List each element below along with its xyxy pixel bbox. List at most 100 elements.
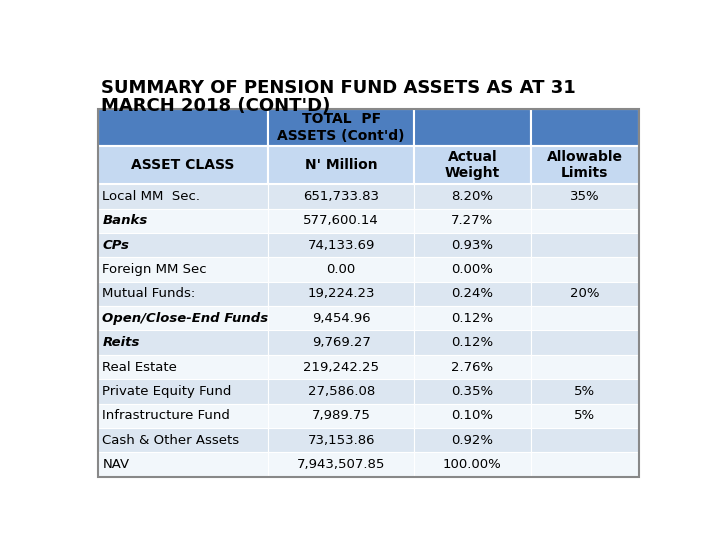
Bar bbox=[98, 403, 268, 428]
Text: Allowable
Limits: Allowable Limits bbox=[546, 150, 623, 180]
Bar bbox=[98, 453, 268, 477]
Text: ASSET CLASS: ASSET CLASS bbox=[131, 158, 235, 172]
Bar bbox=[531, 146, 639, 184]
Text: NAV: NAV bbox=[102, 458, 130, 471]
Bar bbox=[414, 330, 531, 355]
Text: 651,733.83: 651,733.83 bbox=[303, 190, 379, 203]
Bar bbox=[414, 146, 531, 184]
Bar bbox=[98, 110, 268, 146]
Text: CPs: CPs bbox=[102, 239, 130, 252]
Text: Private Equity Fund: Private Equity Fund bbox=[102, 385, 232, 398]
Text: 0.35%: 0.35% bbox=[451, 385, 493, 398]
Text: 0.00%: 0.00% bbox=[451, 263, 493, 276]
Text: 5%: 5% bbox=[574, 385, 595, 398]
Text: SUMMARY OF PENSION FUND ASSETS AS AT 31: SUMMARY OF PENSION FUND ASSETS AS AT 31 bbox=[101, 79, 575, 97]
Bar bbox=[268, 110, 414, 146]
Bar bbox=[414, 208, 531, 233]
Bar bbox=[531, 208, 639, 233]
Text: 7,943,507.85: 7,943,507.85 bbox=[297, 458, 385, 471]
Text: 27,586.08: 27,586.08 bbox=[307, 385, 375, 398]
Bar bbox=[414, 233, 531, 257]
Bar bbox=[268, 453, 414, 477]
Text: 7,989.75: 7,989.75 bbox=[312, 409, 371, 422]
Bar bbox=[98, 428, 268, 453]
Bar bbox=[268, 233, 414, 257]
Bar bbox=[268, 257, 414, 282]
Text: N' Million: N' Million bbox=[305, 158, 377, 172]
Bar bbox=[531, 330, 639, 355]
Text: 0.24%: 0.24% bbox=[451, 287, 493, 300]
Bar bbox=[98, 379, 268, 403]
Bar bbox=[414, 184, 531, 208]
Text: 74,133.69: 74,133.69 bbox=[307, 239, 375, 252]
Text: Reits: Reits bbox=[102, 336, 140, 349]
Text: Foreign MM Sec: Foreign MM Sec bbox=[102, 263, 207, 276]
Text: Banks: Banks bbox=[102, 214, 148, 227]
Text: 7.27%: 7.27% bbox=[451, 214, 493, 227]
Bar bbox=[98, 330, 268, 355]
Bar bbox=[98, 306, 268, 330]
Text: Open/Close-End Funds: Open/Close-End Funds bbox=[102, 312, 269, 325]
Bar bbox=[98, 146, 268, 184]
Bar bbox=[414, 110, 531, 146]
Text: 0.93%: 0.93% bbox=[451, 239, 493, 252]
Text: Mutual Funds:: Mutual Funds: bbox=[102, 287, 196, 300]
Bar bbox=[98, 110, 639, 477]
Bar bbox=[414, 306, 531, 330]
Bar bbox=[268, 282, 414, 306]
Bar bbox=[531, 233, 639, 257]
Bar bbox=[414, 257, 531, 282]
Bar bbox=[531, 110, 639, 146]
Bar bbox=[268, 306, 414, 330]
Bar bbox=[414, 428, 531, 453]
Bar bbox=[531, 428, 639, 453]
Text: Real Estate: Real Estate bbox=[102, 361, 177, 374]
Text: 0.12%: 0.12% bbox=[451, 312, 493, 325]
Text: TOTAL  PF
ASSETS (Cont'd): TOTAL PF ASSETS (Cont'd) bbox=[277, 112, 405, 143]
Bar bbox=[268, 355, 414, 379]
Text: 0.10%: 0.10% bbox=[451, 409, 493, 422]
Bar bbox=[98, 257, 268, 282]
Bar bbox=[531, 453, 639, 477]
Text: 35%: 35% bbox=[570, 190, 600, 203]
Text: 8.20%: 8.20% bbox=[451, 190, 493, 203]
Text: 5%: 5% bbox=[574, 409, 595, 422]
Text: 73,153.86: 73,153.86 bbox=[307, 434, 375, 447]
Bar bbox=[414, 379, 531, 403]
Bar bbox=[531, 403, 639, 428]
Bar bbox=[414, 403, 531, 428]
Text: 0.92%: 0.92% bbox=[451, 434, 493, 447]
Bar bbox=[414, 453, 531, 477]
Text: MARCH 2018 (CONT'D): MARCH 2018 (CONT'D) bbox=[101, 97, 330, 115]
Bar bbox=[98, 233, 268, 257]
Bar bbox=[98, 208, 268, 233]
Bar bbox=[98, 355, 268, 379]
Bar bbox=[268, 146, 414, 184]
Text: Local MM  Sec.: Local MM Sec. bbox=[102, 190, 200, 203]
Bar bbox=[268, 184, 414, 208]
Bar bbox=[531, 355, 639, 379]
Bar bbox=[268, 379, 414, 403]
Text: 577,600.14: 577,600.14 bbox=[303, 214, 379, 227]
Bar bbox=[531, 257, 639, 282]
Bar bbox=[531, 282, 639, 306]
Bar bbox=[268, 428, 414, 453]
Bar bbox=[268, 208, 414, 233]
Text: 2.76%: 2.76% bbox=[451, 361, 493, 374]
Bar bbox=[98, 282, 268, 306]
Text: 219,242.25: 219,242.25 bbox=[303, 361, 379, 374]
Text: 9,769.27: 9,769.27 bbox=[312, 336, 371, 349]
Text: 9,454.96: 9,454.96 bbox=[312, 312, 371, 325]
Bar bbox=[414, 282, 531, 306]
Text: 0.12%: 0.12% bbox=[451, 336, 493, 349]
Bar bbox=[268, 330, 414, 355]
Text: 19,224.23: 19,224.23 bbox=[307, 287, 375, 300]
Text: 100.00%: 100.00% bbox=[443, 458, 502, 471]
Bar bbox=[531, 306, 639, 330]
Text: 20%: 20% bbox=[570, 287, 599, 300]
Text: Cash & Other Assets: Cash & Other Assets bbox=[102, 434, 240, 447]
Text: 0.00: 0.00 bbox=[327, 263, 356, 276]
Bar bbox=[531, 379, 639, 403]
Bar bbox=[268, 403, 414, 428]
Bar bbox=[531, 184, 639, 208]
